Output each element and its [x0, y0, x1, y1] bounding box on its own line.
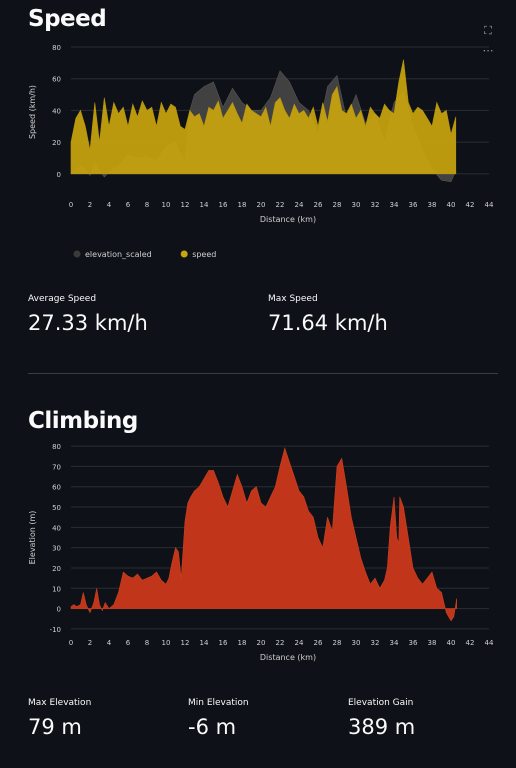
x-tick-label: 36: [409, 201, 418, 209]
x-tick-label: 14: [200, 639, 209, 647]
x-tick-label: 18: [238, 201, 247, 209]
x-tick-label: 6: [126, 201, 131, 209]
x-tick-label: 8: [145, 201, 149, 209]
y-tick-label: 20: [52, 565, 61, 573]
y-tick-label: 70: [52, 463, 61, 471]
min-elevation-value: -6 m: [188, 715, 237, 739]
max-speed-label: Max Speed: [268, 294, 318, 304]
x-tick-label: 34: [390, 639, 399, 647]
y-tick-label: 20: [52, 139, 61, 147]
x-tick-label: 32: [371, 201, 380, 209]
max-elevation-label: Max Elevation: [28, 698, 92, 708]
x-tick-label: 12: [181, 201, 190, 209]
x-tick-label: 24: [295, 201, 304, 209]
x-axis-title: Distance (km): [260, 653, 316, 662]
y-axis-title: Elevation (m): [28, 511, 37, 565]
y-tick-label: 80: [52, 443, 61, 451]
x-tick-label: 4: [107, 639, 112, 647]
x-tick-label: 14: [200, 201, 209, 209]
x-tick-label: 24: [295, 639, 304, 647]
x-tick-label: 38: [428, 639, 437, 647]
x-tick-label: 10: [162, 639, 171, 647]
x-tick-label: 0: [69, 639, 73, 647]
climbing-section-title: Climbing: [28, 408, 138, 434]
average-speed-label: Average Speed: [28, 294, 97, 304]
legend-label-elevation-scaled: elevation_scaled: [85, 250, 152, 259]
x-tick-label: 30: [352, 639, 361, 647]
x-tick-label: 4: [107, 201, 112, 209]
y-axis-title: Speed (km/h): [28, 85, 37, 139]
x-tick-label: 2: [88, 639, 92, 647]
x-tick-label: 36: [409, 639, 418, 647]
elevation-gain-value: 389 m: [348, 715, 416, 739]
y-tick-label: 50: [52, 504, 61, 512]
x-tick-label: 28: [333, 639, 342, 647]
y-tick-label: 30: [52, 545, 61, 553]
max-speed-value: 71.64 km/h: [268, 311, 388, 335]
x-tick-label: 20: [257, 201, 266, 209]
series-area-speed: [70, 59, 457, 175]
x-tick-label: 6: [126, 639, 131, 647]
y-tick-label: 0: [57, 171, 61, 179]
y-tick-label: 60: [52, 484, 61, 492]
min-elevation-label: Min Elevation: [188, 698, 249, 708]
x-tick-label: 26: [314, 201, 323, 209]
x-tick-label: 16: [219, 201, 228, 209]
legend-marker-elevation-scaled: [73, 250, 81, 258]
average-speed-value: 27.33 km/h: [28, 311, 148, 335]
y-tick-label: 0: [57, 606, 61, 614]
elevation-gain-label: Elevation Gain: [348, 698, 414, 708]
x-axis-title: Distance (km): [260, 215, 316, 224]
x-tick-label: 10: [162, 201, 171, 209]
y-tick-label: 40: [52, 524, 61, 532]
y-tick-label: -10: [50, 626, 61, 634]
x-tick-label: 28: [333, 201, 342, 209]
x-tick-label: 2: [88, 201, 92, 209]
x-tick-label: 42: [466, 201, 475, 209]
x-tick-label: 40: [447, 201, 456, 209]
x-tick-label: 26: [314, 639, 323, 647]
x-tick-label: 22: [276, 639, 285, 647]
x-tick-label: 22: [276, 201, 285, 209]
x-tick-label: 38: [428, 201, 437, 209]
y-tick-label: 60: [52, 76, 61, 84]
x-tick-label: 20: [257, 639, 266, 647]
x-tick-label: 18: [238, 639, 247, 647]
more-horizontal-icon[interactable]: ⋯: [482, 44, 494, 57]
legend-marker-speed: [180, 250, 188, 258]
fullscreen-icon[interactable]: ⛶: [484, 24, 492, 37]
series-area-elevation: [70, 447, 457, 622]
x-tick-label: 34: [390, 201, 399, 209]
x-tick-label: 32: [371, 639, 380, 647]
x-tick-label: 8: [145, 639, 149, 647]
x-tick-label: 40: [447, 639, 456, 647]
y-tick-label: 10: [52, 585, 61, 593]
x-tick-label: 42: [466, 639, 475, 647]
speed-section-title: Speed: [28, 6, 107, 32]
max-elevation-value: 79 m: [28, 715, 82, 739]
x-tick-label: 12: [181, 639, 190, 647]
x-tick-label: 30: [352, 201, 361, 209]
x-tick-label: 44: [485, 639, 494, 647]
legend-label-speed: speed: [192, 250, 216, 259]
x-tick-label: 44: [485, 201, 494, 209]
section-divider: [28, 373, 498, 374]
y-tick-label: 40: [52, 107, 61, 115]
y-tick-label: 80: [52, 44, 61, 52]
x-tick-label: 16: [219, 639, 228, 647]
x-tick-label: 0: [69, 201, 73, 209]
